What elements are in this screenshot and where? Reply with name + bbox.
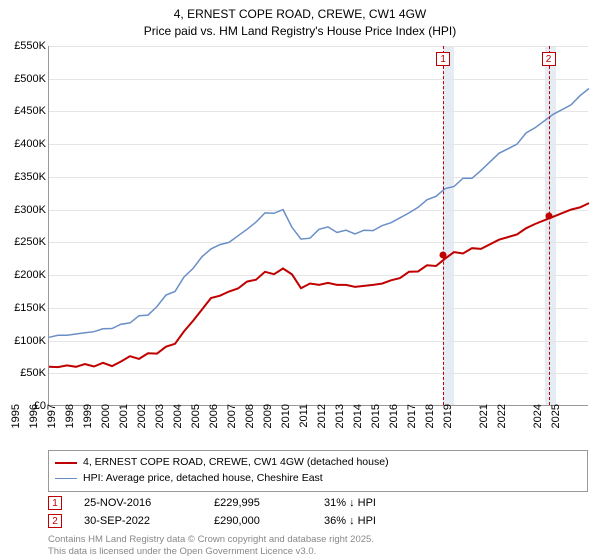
x-axis-label: 1995 [10, 404, 22, 444]
x-axis-label: 2009 [262, 404, 274, 444]
x-axis-label: 2002 [136, 404, 148, 444]
cell-date: 30-SEP-2022 [84, 515, 214, 527]
cell-price: £290,000 [214, 515, 324, 527]
chart-title-block: 4, ERNEST COPE ROAD, CREWE, CW1 4GW Pric… [0, 0, 600, 40]
marker-line [549, 46, 550, 405]
y-axis-label: £500K [14, 73, 46, 85]
x-axis-label: 1997 [46, 404, 58, 444]
legend-swatch [55, 462, 77, 464]
y-axis-label: £550K [14, 40, 46, 52]
x-axis-label: 2013 [334, 404, 346, 444]
y-axis-label: £400K [14, 138, 46, 150]
marker-badge: 1 [48, 496, 62, 510]
title-line-1: 4, ERNEST COPE ROAD, CREWE, CW1 4GW [0, 6, 600, 23]
title-line-2: Price paid vs. HM Land Registry's House … [0, 23, 600, 40]
transactions-table: 1 25-NOV-2016 £229,995 31% ↓ HPI 2 30-SE… [48, 494, 444, 530]
footer-line-1: Contains HM Land Registry data © Crown c… [48, 534, 374, 546]
marker-line [443, 46, 444, 405]
x-axis-label: 2018 [424, 404, 436, 444]
y-axis-label: £300K [14, 204, 46, 216]
cell-hpi-delta: 31% ↓ HPI [324, 497, 444, 509]
cell-price: £229,995 [214, 497, 324, 509]
footer-line-2: This data is licensed under the Open Gov… [48, 546, 374, 558]
y-axis-label: £350K [14, 171, 46, 183]
table-row: 1 25-NOV-2016 £229,995 31% ↓ HPI [48, 494, 444, 512]
footer-attribution: Contains HM Land Registry data © Crown c… [48, 534, 374, 558]
x-axis-label: 2024 [532, 404, 544, 444]
series-line-hpi [49, 89, 589, 338]
x-axis-label: 2003 [154, 404, 166, 444]
legend-item: HPI: Average price, detached house, Ches… [55, 471, 581, 487]
x-axis-label: 2025 [550, 404, 562, 444]
y-axis-label: £150K [14, 302, 46, 314]
cell-hpi-delta: 36% ↓ HPI [324, 515, 444, 527]
y-axis-label: £50K [20, 367, 46, 379]
x-axis-label: 1998 [64, 404, 76, 444]
x-axis-label: 2021 [478, 404, 490, 444]
y-axis-label: £250K [14, 236, 46, 248]
marker-badge: 2 [48, 514, 62, 528]
x-axis-label: 2011 [298, 404, 310, 444]
legend-box: 4, ERNEST COPE ROAD, CREWE, CW1 4GW (det… [48, 450, 588, 492]
x-axis-label: 2010 [280, 404, 292, 444]
x-axis-label: 2016 [388, 404, 400, 444]
y-axis-label: £100K [14, 335, 46, 347]
x-axis-label: 1996 [28, 404, 40, 444]
x-axis-label: 2019 [442, 404, 454, 444]
legend-label: HPI: Average price, detached house, Ches… [83, 471, 323, 487]
y-axis-label: £450K [14, 105, 46, 117]
x-axis-label: 2015 [370, 404, 382, 444]
table-row: 2 30-SEP-2022 £290,000 36% ↓ HPI [48, 512, 444, 530]
marker-dot [440, 252, 447, 259]
x-axis-label: 2000 [100, 404, 112, 444]
x-axis-label: 2004 [172, 404, 184, 444]
series-line-property [49, 203, 589, 367]
y-axis-label: £200K [14, 269, 46, 281]
x-axis-label: 2007 [226, 404, 238, 444]
marker-badge: 1 [436, 52, 450, 66]
chart-lines-svg [49, 46, 588, 405]
x-axis-label: 2005 [190, 404, 202, 444]
x-axis-label: 2001 [118, 404, 130, 444]
marker-dot [545, 213, 552, 220]
x-axis-label: 2008 [244, 404, 256, 444]
legend-item: 4, ERNEST COPE ROAD, CREWE, CW1 4GW (det… [55, 455, 581, 471]
legend-swatch [55, 478, 77, 479]
marker-badge: 2 [542, 52, 556, 66]
chart-plot-area: 12 [48, 46, 588, 406]
x-axis-label: 2006 [208, 404, 220, 444]
x-axis-label: 2017 [406, 404, 418, 444]
x-axis-label: 2022 [496, 404, 508, 444]
cell-date: 25-NOV-2016 [84, 497, 214, 509]
x-axis-label: 2014 [352, 404, 364, 444]
x-axis-label: 2012 [316, 404, 328, 444]
x-axis-label: 1999 [82, 404, 94, 444]
legend-label: 4, ERNEST COPE ROAD, CREWE, CW1 4GW (det… [83, 455, 389, 471]
